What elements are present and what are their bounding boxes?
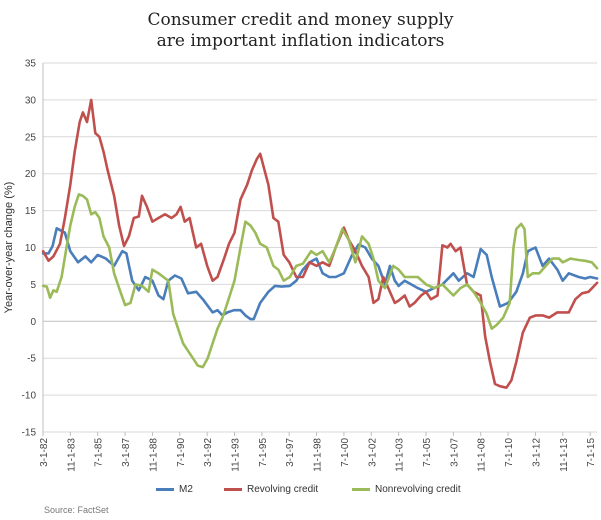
- y-tick-label: 10: [25, 243, 37, 254]
- x-tick-label: 3-1-87: [121, 438, 132, 467]
- legend-item-nonrevolving-credit: Nonrevolving credit: [352, 484, 461, 495]
- series-line-revolving-credit: [41, 98, 599, 389]
- y-axis-label: Year-over-year change (%): [3, 182, 15, 314]
- x-tick-label: 11-1-83: [66, 438, 77, 472]
- y-tick-label: 25: [25, 132, 37, 143]
- legend-item-m2: M2: [156, 484, 193, 495]
- source-note: Source: FactSet: [44, 505, 109, 515]
- x-tick-label: 11-1-03: [395, 438, 406, 472]
- legend-label-nonrevolving-credit: Nonrevolving credit: [375, 484, 461, 495]
- x-tick-label: 7-1-85: [94, 438, 105, 467]
- legend-swatch-revolving-credit: [224, 488, 242, 491]
- y-tick-label: 5: [30, 280, 36, 291]
- x-tick-label: 7-1-10: [504, 438, 515, 467]
- series-line-nonrevolving-credit: [41, 193, 599, 369]
- x-tick-label: 7-1-95: [258, 438, 269, 467]
- legend-label-m2: M2: [179, 484, 193, 495]
- y-tick-label: 15: [25, 206, 37, 217]
- x-tick-label: 3-1-07: [449, 438, 460, 467]
- x-tick-label: 11-1-08: [477, 438, 488, 472]
- chart-title: Consumer credit and money supply are imp…: [0, 10, 601, 52]
- chart-legend: M2 Revolving credit Nonrevolving credit: [0, 484, 601, 498]
- y-tick-label: 20: [25, 169, 37, 180]
- y-tick-label: -15: [22, 428, 37, 439]
- x-tick-label: 11-1-93: [231, 438, 242, 472]
- x-tick-label: 11-1-88: [148, 438, 159, 472]
- legend-swatch-nonrevolving-credit: [352, 488, 370, 491]
- x-tick-label: 3-1-02: [367, 438, 378, 467]
- y-tick-label: 30: [25, 95, 37, 106]
- chart-title-line-2: are important inflation indicators: [156, 31, 445, 51]
- x-tick-label: 7-1-15: [586, 438, 597, 467]
- x-tick-label: 3-1-12: [531, 438, 542, 467]
- x-tick-label: 3-1-97: [285, 438, 296, 467]
- legend-swatch-m2: [156, 488, 174, 491]
- legend-item-revolving-credit: Revolving credit: [224, 484, 318, 495]
- x-tick-label: 7-1-05: [422, 438, 433, 467]
- y-tick-label: 35: [25, 59, 37, 70]
- chart-title-line-1: Consumer credit and money supply: [147, 10, 454, 30]
- x-tick-label: 3-1-82: [39, 438, 50, 467]
- y-tick-label: 0: [30, 317, 36, 328]
- y-tick-label: -5: [27, 354, 36, 365]
- x-tick-label: 11-1-13: [559, 438, 570, 472]
- y-tick-label: -10: [22, 391, 37, 402]
- x-tick-label: 7-1-00: [340, 438, 351, 467]
- x-tick-label: 11-1-98: [313, 438, 324, 472]
- legend-label-revolving-credit: Revolving credit: [247, 484, 319, 495]
- x-tick-label: 3-1-92: [203, 438, 214, 467]
- x-tick-label: 7-1-90: [176, 438, 187, 467]
